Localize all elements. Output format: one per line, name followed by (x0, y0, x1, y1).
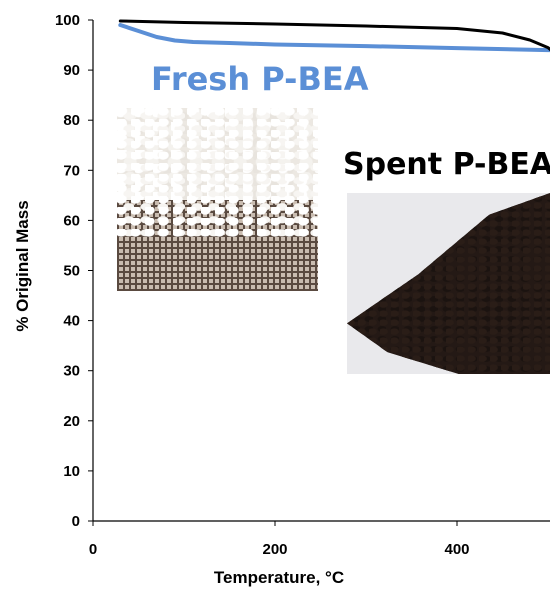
tick-labels: 01020304050607080901000200400600 (55, 12, 470, 558)
y-tick-label: 50 (63, 263, 80, 280)
y-tick-label: 90 (63, 62, 80, 79)
y-tick-label: 20 (63, 413, 80, 430)
y-axis-title: % Original Mass (13, 200, 32, 331)
y-tick-label: 10 (63, 463, 80, 480)
y-tick-label: 70 (63, 162, 80, 179)
y-tick-label: 80 (63, 112, 80, 129)
x-tick-label: 200 (262, 541, 287, 558)
y-tick-label: 0 (72, 513, 80, 530)
axes (88, 19, 550, 526)
series-lines (118, 19, 550, 53)
fresh-label: Fresh P-BEA (151, 60, 369, 98)
x-tick-label: 0 (89, 541, 97, 558)
fresh-series-line (118, 23, 550, 53)
y-tick-label: 30 (63, 363, 80, 380)
y-tick-label: 100 (55, 12, 80, 29)
spent-series-line (118, 19, 550, 52)
black-pellets (347, 193, 550, 374)
y-tick-label: 40 (63, 313, 80, 330)
spent-label: Spent P-BEA (343, 147, 550, 182)
white-pellets (117, 108, 318, 238)
y-tick-label: 60 (63, 212, 80, 229)
x-axis-title: Temperature, °C (214, 568, 344, 587)
fresh-catalyst-photo (117, 108, 318, 291)
spent-catalyst-photo (347, 193, 550, 374)
x-tick-label: 400 (444, 541, 469, 558)
